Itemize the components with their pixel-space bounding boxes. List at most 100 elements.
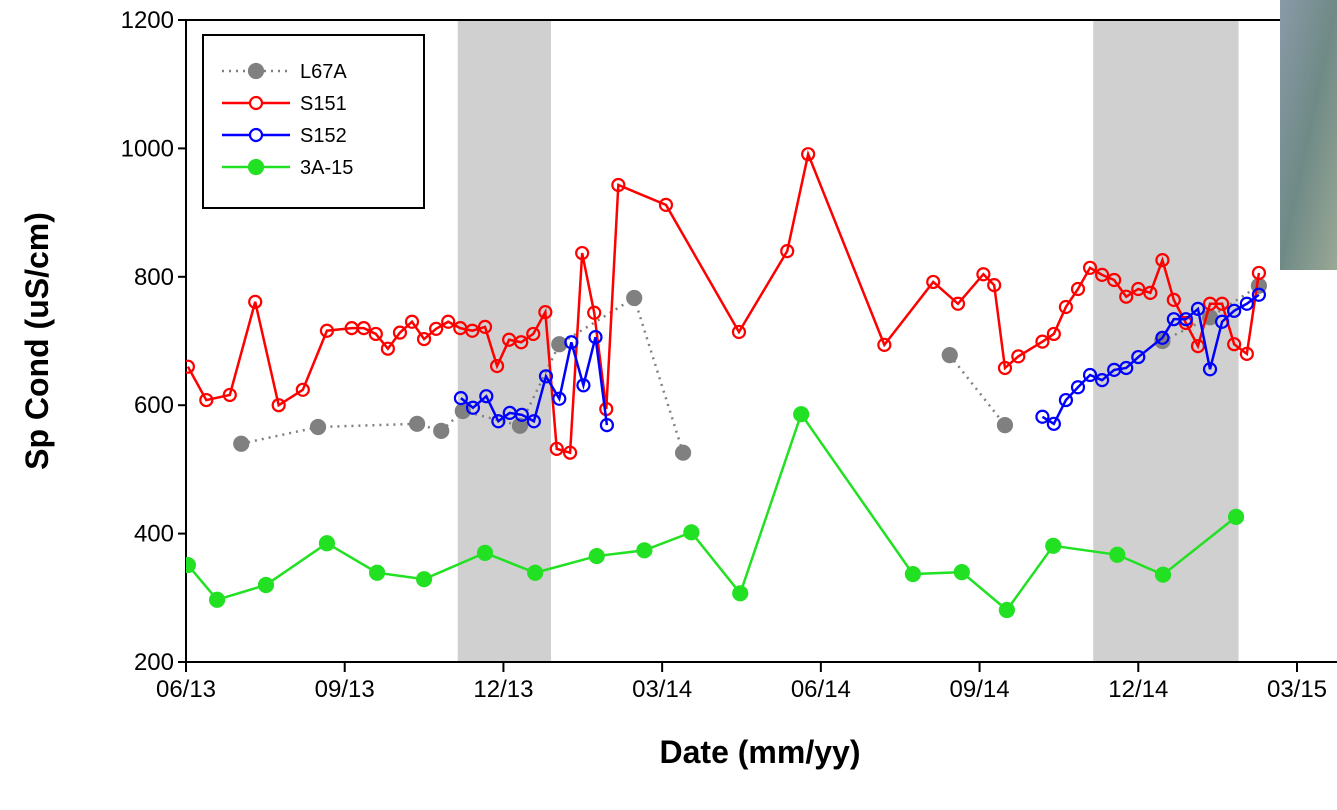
x-tick-label: 06/13 — [156, 676, 216, 703]
legend: L67A S151 S152 3A-15 — [202, 34, 425, 209]
data-point — [588, 547, 605, 565]
data-point — [1154, 332, 1171, 350]
data-point — [1046, 326, 1061, 342]
data-point — [1082, 260, 1098, 275]
data-point — [248, 294, 263, 309]
data-point — [587, 305, 602, 320]
data-point — [514, 407, 529, 422]
x-tick-label: 03/14 — [632, 676, 692, 703]
data-point — [599, 418, 615, 433]
data-point — [1214, 314, 1230, 329]
data-point — [309, 418, 327, 436]
data-point — [538, 305, 553, 320]
legend-marker — [248, 95, 264, 111]
data-point — [199, 392, 214, 408]
data-point — [1095, 267, 1110, 282]
data-point — [465, 323, 480, 338]
data-point — [588, 330, 603, 345]
data-point — [941, 347, 958, 364]
data-point — [511, 417, 529, 434]
data-point — [186, 359, 196, 374]
data-point — [295, 382, 310, 397]
data-point — [1046, 416, 1061, 431]
y-tick-label: 200 — [134, 649, 174, 676]
data-point — [441, 314, 456, 329]
data-point — [998, 601, 1015, 619]
data-point — [1178, 315, 1194, 331]
data-point — [527, 564, 544, 581]
data-point — [683, 524, 700, 541]
data-point — [271, 398, 286, 413]
data-point — [1190, 301, 1206, 316]
data-point — [1166, 292, 1181, 308]
data-point — [636, 542, 653, 559]
data-point — [380, 341, 395, 356]
data-point — [1082, 367, 1098, 383]
data-point — [1227, 337, 1242, 352]
legend-marker — [248, 127, 264, 143]
data-point — [318, 535, 336, 552]
data-point — [564, 335, 579, 350]
data-point — [1109, 546, 1126, 563]
data-point — [356, 321, 371, 336]
x-tick-label: 09/13 — [315, 676, 375, 703]
data-point — [1058, 299, 1074, 315]
data-point — [489, 358, 505, 374]
data-point — [1178, 312, 1194, 327]
data-point — [658, 197, 674, 212]
data-point — [1107, 272, 1122, 288]
y-tick-label: 800 — [134, 264, 174, 291]
data-point — [1202, 362, 1218, 377]
data-point — [433, 422, 450, 439]
legend-marker — [247, 158, 265, 176]
data-point — [626, 289, 643, 307]
data-point — [1011, 349, 1026, 364]
data-point — [1095, 373, 1110, 388]
y-tick-label: 400 — [134, 521, 174, 548]
data-point — [368, 326, 383, 342]
legend-label: L67A — [300, 61, 347, 83]
data-point — [1190, 339, 1206, 354]
data-point — [950, 296, 966, 311]
legend-label: S152 — [300, 125, 347, 147]
data-point — [257, 576, 275, 594]
data-point — [1155, 330, 1170, 345]
data-point — [465, 400, 481, 415]
data-point — [549, 441, 564, 456]
data-point — [1227, 508, 1245, 526]
data-point — [904, 565, 922, 583]
data-point — [453, 391, 468, 406]
data-point — [1070, 380, 1086, 395]
data-point — [1155, 253, 1170, 268]
data-point — [1227, 303, 1242, 318]
data-point — [732, 585, 749, 602]
x-tick-label: 12/13 — [473, 676, 533, 703]
legend-box — [202, 34, 425, 209]
data-point — [476, 544, 494, 561]
data-point — [538, 369, 554, 384]
data-point — [416, 331, 432, 347]
data-point — [1119, 289, 1134, 304]
data-point — [477, 319, 493, 334]
inset-photo — [1280, 0, 1337, 270]
x-tick-label: 12/14 — [1108, 676, 1168, 703]
y-axis-title: Sp Cond (uS/cm) — [19, 212, 55, 470]
data-point — [514, 335, 529, 350]
y-tick-label: 1200 — [121, 7, 174, 34]
data-point — [731, 324, 747, 340]
data-point — [1131, 349, 1146, 365]
data-point — [1251, 287, 1267, 302]
data-point — [953, 564, 970, 581]
data-point — [976, 267, 991, 282]
axes: 200 400 600 800 1000 1200 06/13 09/13 12/13 03/14… — [121, 7, 1337, 703]
y-tick-label: 1000 — [121, 135, 174, 162]
data-point — [996, 417, 1014, 434]
data-point — [611, 177, 626, 193]
legend-label: S151 — [300, 93, 347, 115]
data-point — [576, 378, 591, 393]
x-tick-label: 09/14 — [950, 676, 1010, 703]
data-point — [209, 591, 226, 608]
data-point — [997, 360, 1013, 376]
